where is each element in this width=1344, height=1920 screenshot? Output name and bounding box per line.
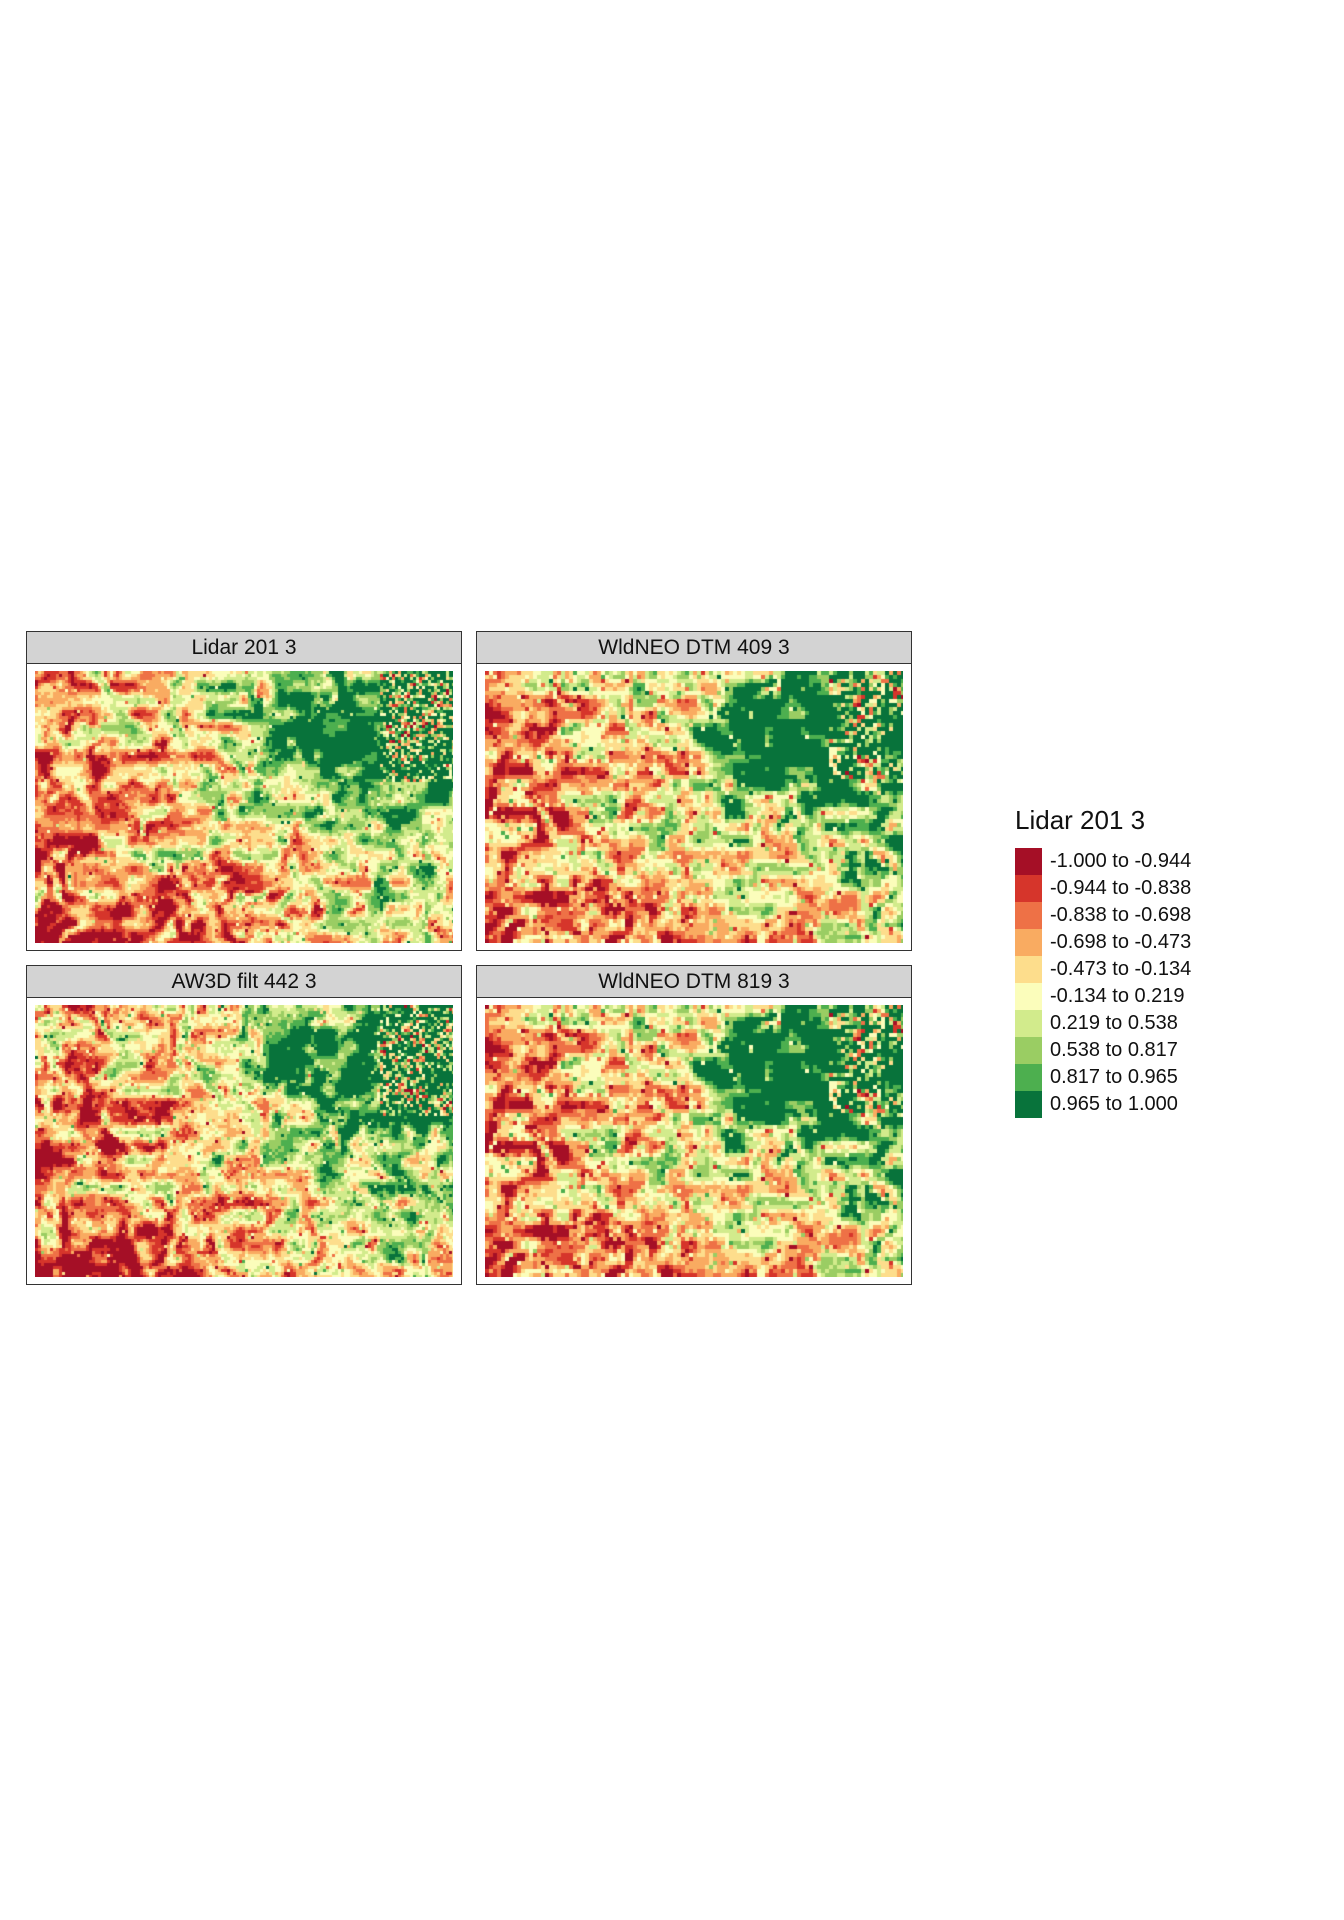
legend-label: -0.944 to -0.838 <box>1050 877 1192 899</box>
legend-item: 0.817 to 0.965 <box>1015 1064 1191 1091</box>
legend-label: 0.538 to 0.817 <box>1050 1039 1178 1061</box>
legend-item: 0.219 to 0.538 <box>1015 1010 1191 1037</box>
legend-swatch <box>1015 902 1042 929</box>
map-panel-wldneo-819: WldNEO DTM 819 3 <box>476 965 912 1285</box>
legend-swatch <box>1015 1037 1042 1064</box>
legend-swatch <box>1015 848 1042 875</box>
legend-items: -1.000 to -0.944 -0.944 to -0.838 -0.838 t… <box>1015 848 1191 1118</box>
raster-map <box>485 671 903 943</box>
raster-map <box>35 1005 453 1277</box>
raster-map <box>35 671 453 943</box>
legend-item: 0.538 to 0.817 <box>1015 1037 1191 1064</box>
panel-title: WldNEO DTM 819 3 <box>477 966 911 998</box>
legend-swatch <box>1015 956 1042 983</box>
panel-title: AW3D filt 442 3 <box>27 966 461 998</box>
legend-label: 0.219 to 0.538 <box>1050 1012 1178 1034</box>
legend-item: -0.134 to 0.219 <box>1015 983 1191 1010</box>
legend-label: -0.698 to -0.473 <box>1050 931 1192 953</box>
map-panel-aw3d: AW3D filt 442 3 <box>26 965 462 1285</box>
legend-item: -0.698 to -0.473 <box>1015 929 1191 956</box>
legend-swatch <box>1015 929 1042 956</box>
legend-swatch <box>1015 1091 1042 1118</box>
legend-label: 0.965 to 1.000 <box>1050 1093 1178 1115</box>
legend-swatch <box>1015 1064 1042 1091</box>
panel-title: Lidar 201 3 <box>27 632 461 664</box>
legend: Lidar 201 3 -1.000 to -0.944 -0.944 to -0… <box>1015 805 1191 1118</box>
legend-swatch <box>1015 875 1042 902</box>
legend-item: -0.838 to -0.698 <box>1015 902 1191 929</box>
map-panel-wldneo-409: WldNEO DTM 409 3 <box>476 631 912 951</box>
legend-label: -1.000 to -0.944 <box>1050 850 1192 872</box>
legend-label: -0.473 to -0.134 <box>1050 958 1192 980</box>
legend-label: -0.134 to 0.219 <box>1050 985 1185 1007</box>
panel-title: WldNEO DTM 409 3 <box>477 632 911 664</box>
legend-label: 0.817 to 0.965 <box>1050 1066 1178 1088</box>
legend-swatch <box>1015 983 1042 1010</box>
legend-item: -0.944 to -0.838 <box>1015 875 1191 902</box>
legend-label: -0.838 to -0.698 <box>1050 904 1192 926</box>
map-panel-lidar: Lidar 201 3 <box>26 631 462 951</box>
legend-swatch <box>1015 1010 1042 1037</box>
raster-map <box>485 1005 903 1277</box>
legend-title: Lidar 201 3 <box>1015 805 1146 835</box>
legend-item: -1.000 to -0.944 <box>1015 848 1191 875</box>
legend-item: -0.473 to -0.134 <box>1015 956 1191 983</box>
legend-item: 0.965 to 1.000 <box>1015 1091 1191 1118</box>
